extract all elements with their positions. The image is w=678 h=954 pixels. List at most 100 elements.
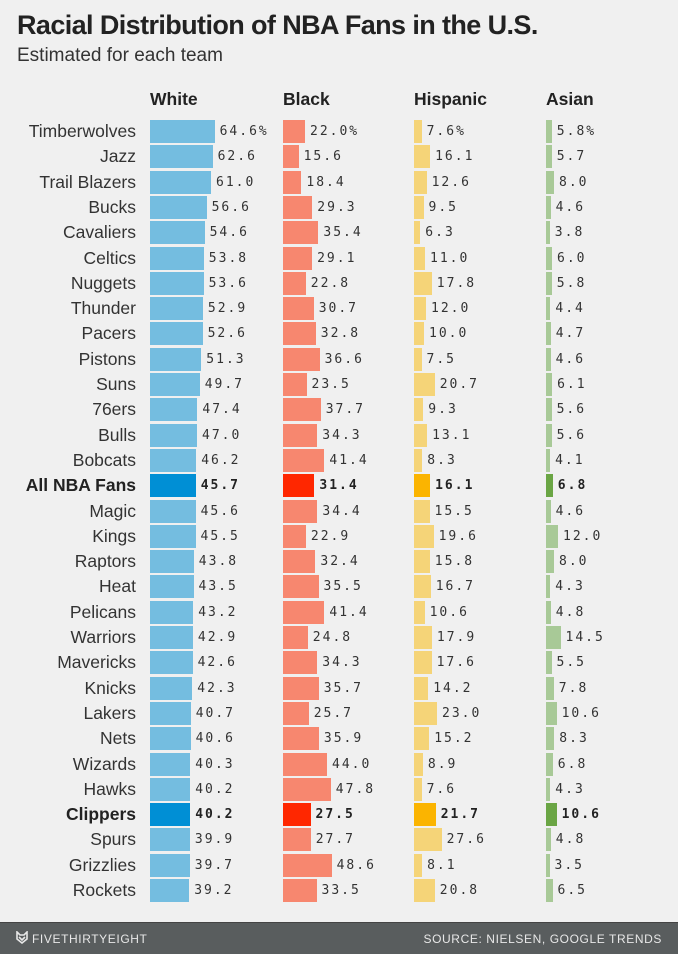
value-label-asian: 5.6 — [556, 402, 587, 418]
bar-asian — [546, 828, 551, 852]
value-label-white: 39.7 — [194, 857, 234, 873]
team-label: Bobcats — [72, 449, 136, 470]
bar-asian — [546, 373, 553, 396]
value-label-white: 40.2 — [195, 781, 235, 797]
bar-asian — [546, 170, 554, 194]
value-label-hispanic: 16.1 — [435, 149, 475, 165]
bar-white — [150, 676, 193, 700]
value-label-hispanic: 11.0 — [430, 250, 470, 266]
value-label-hispanic: 23.0 — [442, 705, 482, 721]
team-label: Wizards — [72, 753, 136, 774]
bar-black — [283, 120, 305, 143]
bar-hispanic — [414, 398, 424, 422]
bar-hispanic — [414, 347, 422, 371]
bar-black — [283, 398, 321, 422]
bar-black — [283, 879, 317, 902]
value-label-white: 52.6 — [207, 326, 247, 342]
bar-hispanic — [414, 423, 428, 447]
table-row: Suns 49.7 23.5 20.7 6.1 — [0, 373, 678, 396]
value-label-black: 36.6 — [324, 351, 364, 367]
team-label: Thunder — [70, 298, 136, 319]
bar-asian — [546, 550, 554, 574]
bar-black — [283, 828, 311, 852]
bar-hispanic — [414, 626, 432, 649]
value-label-asian: 4.4 — [555, 301, 585, 317]
value-label-hispanic: 16.1 — [435, 478, 475, 494]
bar-hispanic — [414, 145, 431, 169]
value-label-asian: 6.8 — [557, 478, 588, 494]
value-label-hispanic: 15.2 — [434, 731, 474, 747]
bar-asian — [546, 651, 552, 675]
value-label-asian: 5.7 — [556, 149, 587, 165]
bar-white — [150, 853, 190, 877]
value-label-hispanic: 15.8 — [434, 554, 475, 570]
bar-white — [150, 600, 194, 624]
bar-asian — [546, 701, 557, 725]
table-row: Kings 45.5 22.9 19.6 12.0 — [0, 524, 678, 548]
value-label-asian: 4.3 — [555, 781, 585, 797]
bar-black — [283, 777, 331, 801]
bar-hispanic — [414, 879, 435, 902]
bar-hispanic — [414, 170, 427, 194]
bar-black — [283, 550, 316, 574]
bar-asian — [546, 803, 557, 827]
value-label-hispanic: 20.8 — [439, 883, 480, 898]
column-header-hispanic: Hispanic — [414, 89, 487, 109]
table-row: Spurs 39.9 27.7 27.6 4.8 — [0, 828, 678, 852]
value-label-white: 42.9 — [197, 630, 238, 645]
value-label-black: 22.8 — [310, 275, 351, 291]
bar-asian — [546, 322, 551, 346]
bar-hispanic — [414, 575, 431, 599]
value-label-hispanic: 7.6% — [426, 124, 466, 139]
bar-white — [150, 752, 191, 776]
bar-asian — [546, 777, 551, 801]
value-label-black: 34.4 — [322, 503, 362, 519]
bar-asian — [546, 297, 551, 321]
value-label-asian: 5.5 — [556, 655, 586, 671]
table-row: Knicks 42.3 35.7 14.2 7.8 — [0, 676, 678, 700]
team-label: Nuggets — [70, 272, 136, 293]
table-row: 76ers 47.4 37.7 9.3 5.6 — [0, 398, 678, 422]
bar-black — [283, 195, 313, 219]
bar-hispanic — [414, 853, 423, 877]
value-label-white: 40.7 — [195, 705, 235, 721]
bar-white — [150, 271, 204, 295]
table-row: Timberwolves 64.6% 22.0% 7.6% 5.8% — [0, 120, 678, 143]
team-label: Jazz — [100, 146, 136, 167]
team-label: Spurs — [90, 829, 136, 850]
value-label-asian: 6.8 — [557, 756, 588, 772]
table-row: Bulls 47.0 34.3 13.1 5.6 — [0, 423, 678, 447]
bar-white — [150, 777, 191, 801]
bar-black — [283, 626, 308, 649]
table-row: Thunder 52.9 30.7 12.0 4.4 — [0, 297, 678, 321]
value-label-white: 47.4 — [202, 402, 242, 418]
team-label: Trail Blazers — [39, 171, 136, 192]
team-label: Hawks — [83, 778, 136, 799]
value-label-black: 37.7 — [325, 402, 365, 418]
table-row: Grizzlies 39.7 48.6 8.1 3.5 — [0, 853, 678, 877]
value-label-asian: 8.0 — [559, 174, 589, 190]
bar-white — [150, 246, 204, 270]
bar-black — [283, 600, 325, 624]
value-label-black: 48.6 — [336, 857, 376, 873]
bar-asian — [546, 423, 552, 447]
bar-black — [283, 575, 319, 599]
team-label: All NBA Fans — [25, 475, 136, 496]
team-label: 76ers — [92, 399, 136, 420]
value-label-black: 30.7 — [318, 301, 358, 317]
value-label-black: 41.4 — [329, 604, 369, 620]
value-label-asian: 7.8 — [558, 680, 589, 696]
chart-title: Racial Distribution of NBA Fans in the U… — [17, 10, 538, 40]
value-label-white: 45.6 — [200, 503, 240, 519]
table-row: Wizards 40.3 44.0 8.9 6.8 — [0, 752, 678, 776]
table-row: Rockets 39.2 33.5 20.8 6.5 — [0, 879, 678, 902]
table-row: Bobcats 46.2 41.4 8.3 4.1 — [0, 448, 678, 472]
value-label-black: 33.5 — [321, 883, 361, 898]
value-label-asian: 6.1 — [557, 377, 587, 392]
bar-black — [283, 676, 319, 700]
value-label-asian: 5.8% — [556, 124, 597, 139]
value-label-white: 39.2 — [194, 883, 234, 898]
bar-asian — [546, 347, 551, 371]
bar-white — [150, 120, 215, 143]
bar-hispanic — [414, 600, 425, 624]
